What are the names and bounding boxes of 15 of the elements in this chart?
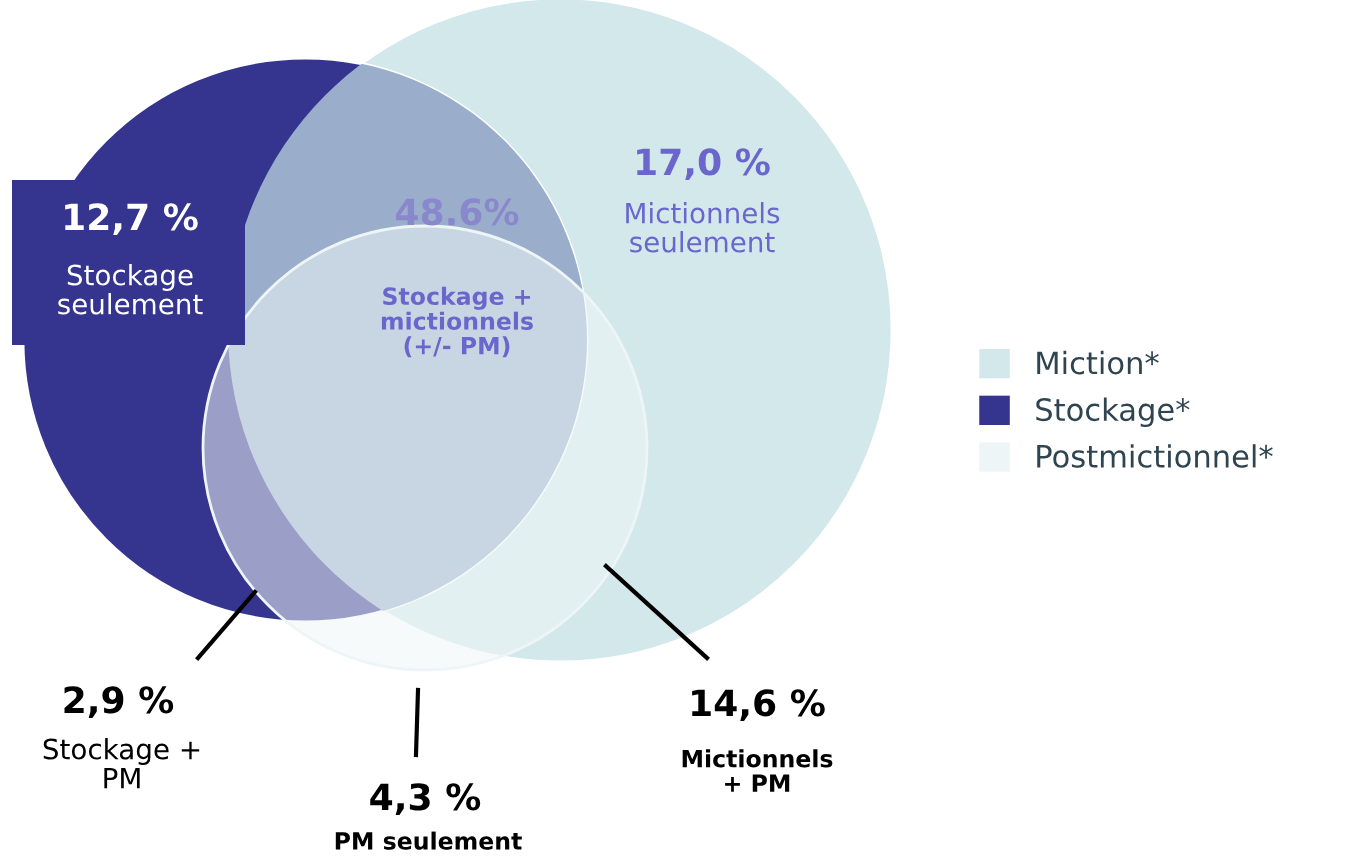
category-label: Stockage + mictionnels (+/- PM) [381, 286, 533, 358]
category-label: Stockage + PM [43, 738, 200, 789]
data-label: 48.6% [395, 198, 519, 226]
category-label: PM seulement [335, 831, 522, 850]
category-label: Stockage seulement [58, 264, 203, 315]
category-label: Mictionnels + PM [682, 749, 833, 792]
data-label: 2,9 % [64, 686, 174, 719]
data-label: 12,7 % [65, 203, 198, 236]
category-label: Mictionnels seulement [626, 202, 780, 253]
legend-label: Miction* [1037, 350, 1159, 375]
data-label: 4,3 % [370, 783, 481, 816]
legend-label: Stockage* [1036, 397, 1190, 428]
legend-label: Postmictionnel* [1037, 444, 1273, 468]
data-label: 14,6 % [692, 689, 825, 722]
data-label: 17,0 % [637, 148, 770, 181]
